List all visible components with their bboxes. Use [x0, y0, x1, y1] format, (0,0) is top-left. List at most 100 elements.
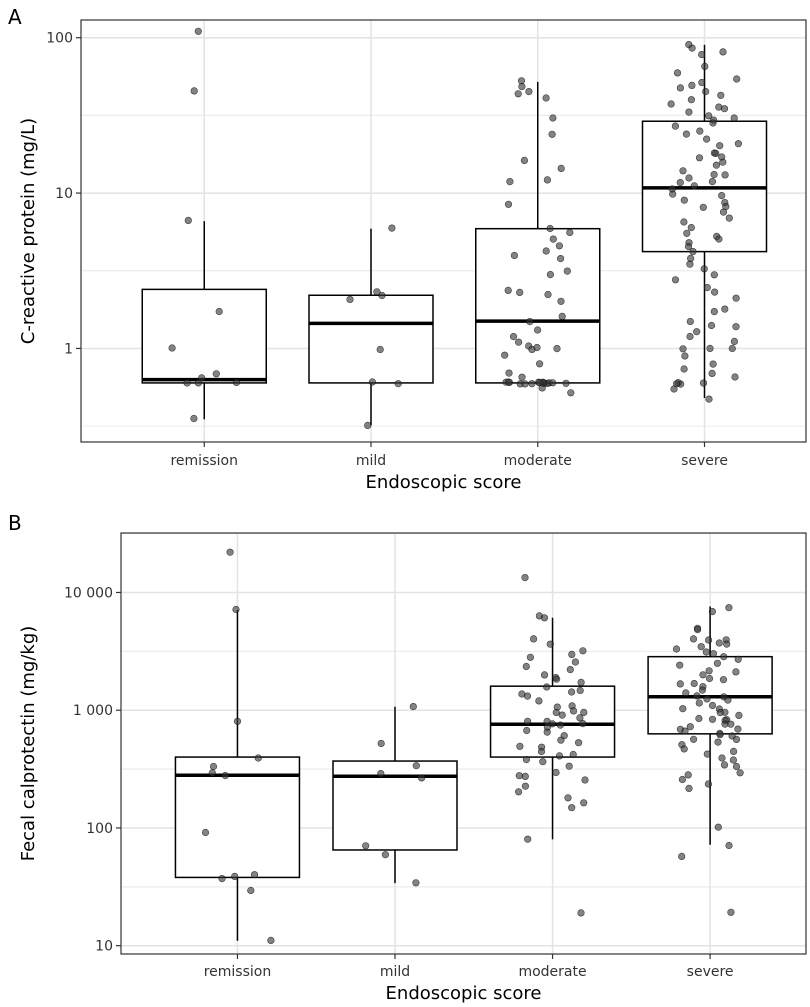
data-point: [226, 548, 234, 556]
data-point: [555, 242, 564, 250]
data-point: [376, 345, 384, 354]
data-point: [231, 872, 239, 881]
data-point: [680, 745, 688, 753]
data-point: [504, 286, 512, 295]
data-point: [672, 645, 681, 653]
data-point: [569, 750, 577, 759]
data-point: [679, 705, 687, 713]
data-point: [721, 171, 729, 179]
data-point: [254, 754, 262, 762]
data-point: [736, 769, 744, 777]
data-point: [581, 776, 589, 784]
data-point: [709, 119, 717, 127]
data-point: [708, 369, 716, 378]
data-point: [732, 668, 740, 676]
data-point: [678, 775, 687, 784]
data-point: [514, 338, 523, 346]
data-point: [671, 122, 680, 130]
data-point: [713, 659, 722, 667]
data-point: [715, 639, 723, 647]
data-point: [221, 771, 229, 780]
data-point: [684, 771, 692, 779]
data-point: [362, 842, 370, 850]
data-point: [704, 636, 713, 644]
data-point: [710, 271, 718, 279]
data-point: [509, 333, 518, 341]
data-point: [717, 91, 725, 99]
data-point: [412, 879, 420, 887]
data-point: [504, 378, 513, 386]
data-point: [535, 697, 543, 705]
data-point: [201, 828, 210, 837]
data-point: [418, 774, 426, 782]
data-point: [697, 643, 705, 651]
data-point: [529, 635, 538, 643]
data-point: [710, 171, 718, 179]
box-mild: [308, 228, 434, 426]
data-point: [553, 345, 561, 353]
data-point: [524, 835, 532, 843]
box-severe: [641, 44, 768, 398]
data-point: [580, 708, 588, 717]
data-point: [571, 658, 580, 666]
data-point: [680, 218, 688, 226]
data-point: [710, 288, 719, 296]
panel-border: [120, 532, 807, 955]
data-point: [557, 164, 565, 172]
data-point: [543, 683, 551, 691]
data-point: [686, 317, 694, 326]
data-point: [412, 762, 420, 770]
y-tick-label: 100: [86, 821, 113, 837]
data-point: [705, 674, 714, 683]
x-axis-title: Endoscopic score: [386, 983, 542, 1004]
data-point: [567, 688, 576, 696]
data-point: [688, 81, 696, 89]
data-point: [184, 216, 192, 224]
x-tick-label: moderate: [518, 964, 586, 980]
data-point: [543, 728, 551, 736]
y-tick-label: 100: [46, 31, 73, 47]
data-point: [727, 908, 735, 916]
data-point: [168, 344, 176, 352]
data-point: [709, 360, 717, 368]
data-point: [685, 784, 693, 793]
data-point: [218, 874, 226, 883]
data-point: [702, 87, 710, 96]
data-point: [552, 768, 560, 777]
data-point: [733, 75, 741, 83]
data-point: [194, 27, 202, 35]
box-mild: [332, 706, 458, 884]
data-point: [704, 780, 713, 788]
data-point: [377, 769, 385, 778]
data-point: [520, 156, 529, 164]
data-point: [505, 369, 513, 377]
data-point: [542, 247, 550, 255]
data-point: [693, 328, 701, 336]
data-point: [212, 370, 220, 378]
box-remission: [174, 609, 301, 941]
data-point: [730, 114, 738, 122]
data-point: [533, 326, 542, 334]
data-point: [546, 271, 555, 279]
data-point: [714, 738, 722, 746]
data-point: [580, 799, 588, 807]
data-point: [671, 276, 680, 284]
data-point: [523, 717, 532, 725]
box-iqr: [174, 756, 301, 879]
data-point: [729, 747, 738, 756]
data-point: [725, 841, 733, 850]
data-point: [198, 374, 206, 382]
box-iqr: [141, 288, 267, 384]
data-point: [729, 756, 738, 764]
panel-label: B: [8, 511, 22, 535]
data-point: [232, 378, 241, 387]
data-point: [579, 647, 587, 655]
data-point: [568, 804, 576, 812]
data-point: [699, 379, 708, 387]
data-point: [521, 772, 529, 781]
data-point: [708, 715, 717, 723]
points-mild: [346, 224, 402, 430]
panel-border: [80, 19, 807, 443]
data-point: [685, 108, 693, 116]
data-point: [687, 96, 696, 104]
